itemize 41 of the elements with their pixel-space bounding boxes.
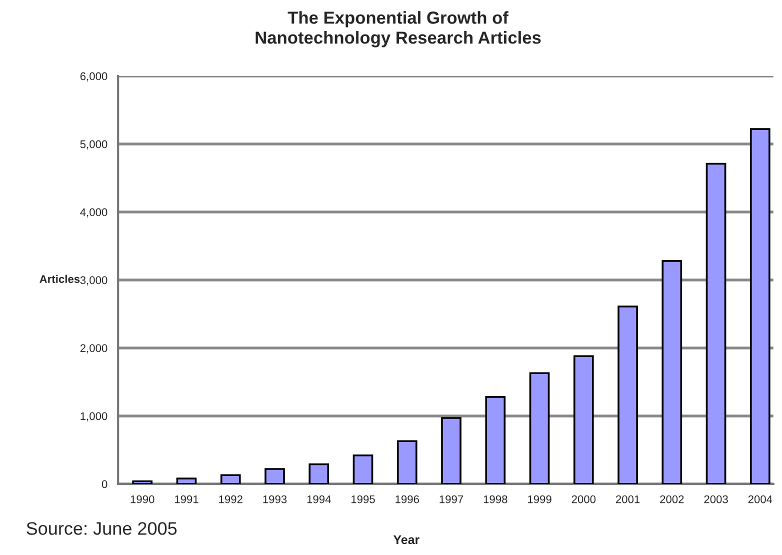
y-tick-label: 4,000	[80, 208, 108, 218]
x-tick-label: 1990	[130, 495, 154, 504]
chart-title: The Exponential Growth of Nanotechnology Research Articles	[256, 11, 541, 48]
bar	[352, 454, 374, 484]
x-tick-label: 1993	[263, 495, 287, 504]
bar	[529, 372, 550, 484]
x-tick-label: 1997	[440, 495, 464, 504]
bar	[308, 463, 330, 484]
y-tick-label: 1,000	[80, 412, 108, 422]
bar	[662, 260, 682, 484]
bar	[176, 478, 197, 484]
x-tick-label: 1999	[528, 495, 552, 504]
x-tick-label: 2001	[616, 495, 640, 504]
x-tick-label: 2004	[748, 495, 772, 504]
y-tick-label: 0	[102, 480, 108, 488]
bar	[485, 396, 506, 484]
x-tick-label: 1998	[484, 495, 508, 504]
x-axis-title: Year	[393, 535, 420, 544]
y-axis-title: Articles	[40, 274, 80, 283]
x-tick-label: 1995	[351, 495, 375, 504]
x-tick-label: 2000	[572, 495, 596, 504]
x-tick-label: 1996	[396, 495, 419, 504]
x-tick-label: 1994	[307, 495, 331, 504]
bar	[132, 480, 153, 484]
y-tick-label: 2,000	[80, 344, 108, 354]
bar	[706, 162, 726, 484]
bar	[396, 440, 418, 484]
bar	[220, 474, 241, 484]
y-tick-label: 5,000	[80, 140, 108, 150]
y-tick-label: 6,000	[80, 72, 108, 82]
x-tick-label: 2002	[660, 495, 684, 504]
source-note: Source: June 2005	[26, 522, 177, 535]
x-tick-label: 1991	[174, 495, 198, 504]
bar	[264, 468, 285, 484]
y-tick-label: 3,000	[80, 276, 108, 286]
bar	[573, 355, 594, 484]
bar	[441, 417, 462, 484]
bar	[750, 128, 770, 484]
bar	[618, 306, 638, 484]
x-tick-label: 1992	[219, 495, 242, 504]
x-tick-label: 2003	[704, 495, 728, 504]
